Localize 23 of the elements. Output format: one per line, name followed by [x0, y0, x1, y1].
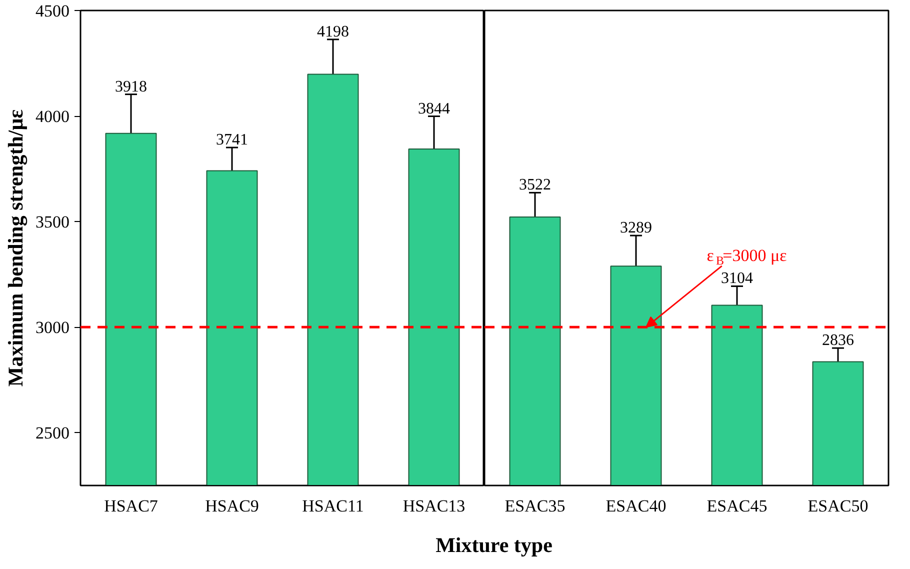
x-tick-label: HSAC13 — [402, 496, 466, 516]
y-tick-label: 4000 — [36, 107, 70, 126]
x-tick-label: HSAC11 — [302, 496, 364, 516]
data-label: 3522 — [519, 176, 551, 194]
y-tick-label: 4500 — [36, 2, 70, 20]
y-tick-label: 3000 — [36, 318, 70, 338]
y-tick-label: 2500 — [36, 424, 70, 443]
y-tick-label: 3500 — [36, 212, 70, 232]
x-tick-label: HSAC7 — [104, 496, 158, 516]
data-label: 3741 — [216, 132, 248, 149]
y-axis-title: Maximum bending strength/με — [4, 109, 28, 387]
data-label: 3844 — [418, 100, 450, 118]
data-label: 3104 — [721, 270, 753, 288]
x-axis-title: Mixture type — [436, 532, 552, 559]
x-tick-label: ESAC35 — [504, 496, 566, 516]
data-label: 2836 — [822, 332, 854, 350]
data-label: 3289 — [620, 220, 652, 237]
data-label: 4198 — [317, 23, 349, 40]
x-tick-label: ESAC45 — [706, 496, 768, 516]
data-label: 3918 — [115, 78, 147, 96]
x-tick-label: ESAC50 — [808, 496, 868, 516]
x-tick-label: HSAC9 — [205, 496, 259, 516]
x-tick-label: ESAC40 — [606, 496, 666, 516]
